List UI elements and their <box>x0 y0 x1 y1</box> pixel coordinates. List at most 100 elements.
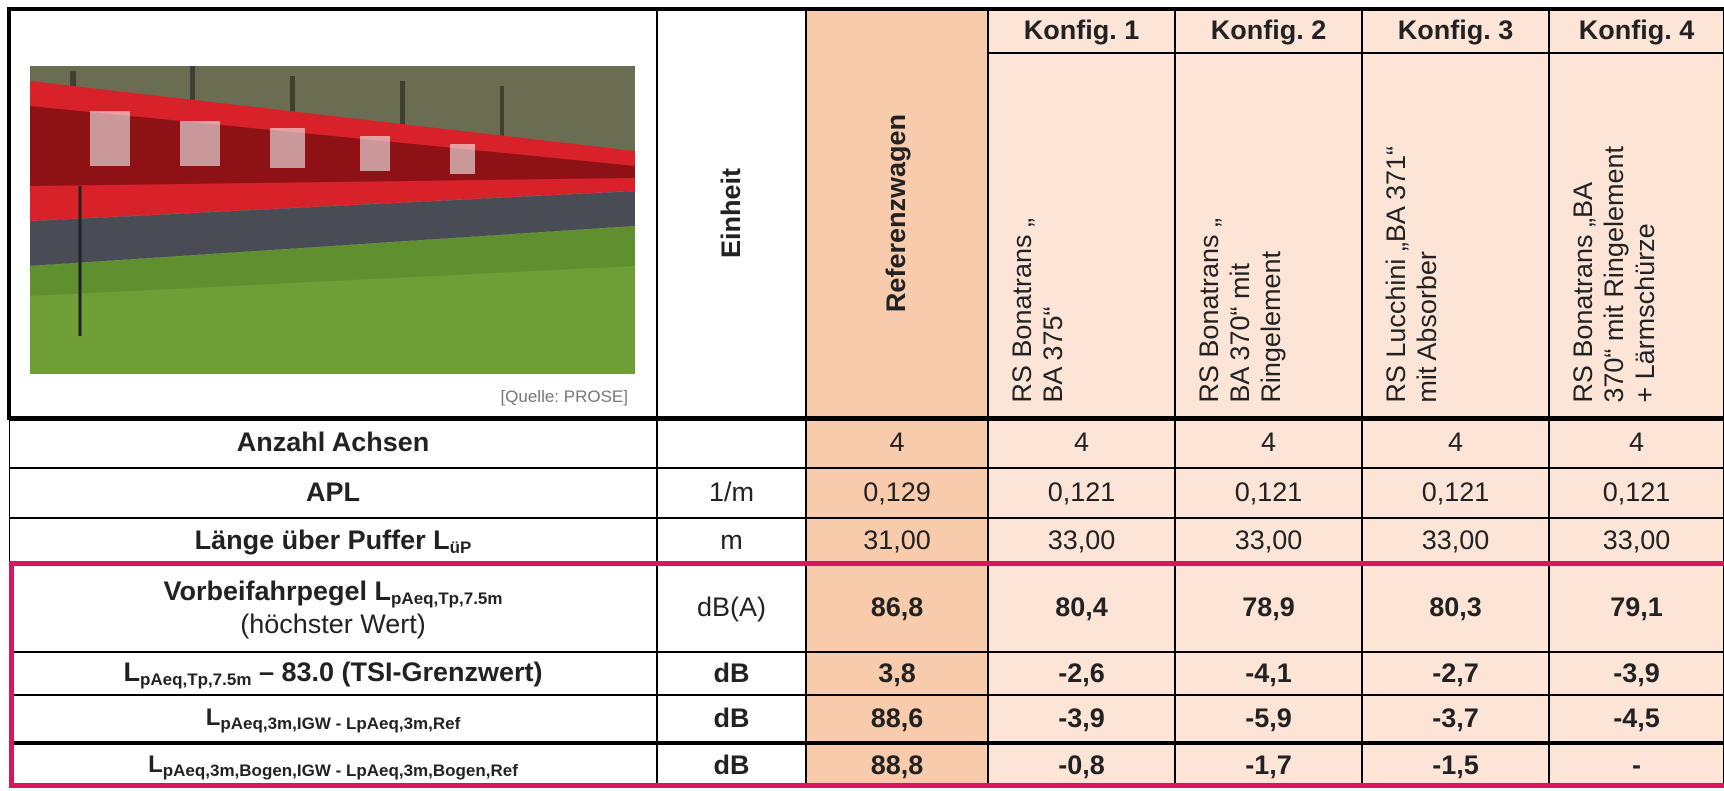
row-label: LpAeq,3m,IGW - LpAeq,3m,Ref <box>9 695 657 743</box>
label-subscript: pAeq,3m,Bogen,IGW - LpAeq,3m,Bogen,Ref <box>162 760 518 780</box>
value-cell: 0,121 <box>1362 468 1549 518</box>
value-text: -0,8 <box>1058 749 1105 780</box>
description-line: 370“ mit Ringelement <box>1599 146 1630 403</box>
value-text: 0,129 <box>863 477 931 508</box>
description-line: + Lärmschürze <box>1630 223 1661 403</box>
label-text: L <box>148 750 163 778</box>
row-label: APL <box>9 468 657 518</box>
row-label-line: LpAeq,3m,Bogen,IGW - LpAeq,3m,Bogen,Ref <box>148 751 518 781</box>
value-cell: -2,6 <box>988 652 1175 695</box>
reference-header-text: Referenzwagen <box>881 114 912 313</box>
row-unit: dB(A) <box>657 564 806 652</box>
row-label: Länge über Puffer LüP <box>9 518 657 564</box>
value-cell: 31,00 <box>806 518 988 564</box>
value-text: 4 <box>1447 427 1464 458</box>
row-unit <box>657 418 806 468</box>
value-text: -1,5 <box>1432 749 1479 780</box>
value-cell: 33,00 <box>1549 518 1724 564</box>
value-text: -4,1 <box>1245 657 1292 688</box>
reference-header: Referenzwagen <box>806 9 988 418</box>
value-text: 31,00 <box>863 525 931 556</box>
label-text: L <box>123 657 140 688</box>
value-cell: -0,8 <box>988 743 1175 788</box>
row-note: (höchster Wert) <box>240 608 426 639</box>
config-description-wrap: RS Bonatrans „ BA 370“ mit Ringelement <box>1194 218 1287 403</box>
highlight-box <box>9 561 1724 788</box>
row-label: Anzahl Achsen <box>9 418 657 468</box>
description-line: RS Bonatrans „BA <box>1568 182 1598 403</box>
value-cell: - <box>1549 743 1724 788</box>
value-cell: -2,7 <box>1362 652 1549 695</box>
value-text: 88,6 <box>870 703 924 734</box>
description-line: Ringelement <box>1256 251 1287 403</box>
config-name-text: Konfig. 4 <box>1578 15 1695 46</box>
photo <box>30 66 635 374</box>
value-text: 0,121 <box>1047 477 1116 508</box>
value-cell: 78,9 <box>1175 564 1362 652</box>
value-cell: 33,00 <box>1362 518 1549 564</box>
value-cell: 0,121 <box>1175 468 1362 518</box>
separator <box>9 416 1724 421</box>
config-description-wrap: RS Bonatrans „BA 370“ mit Ringelement + Lä… <box>1568 146 1661 403</box>
value-text: -3,9 <box>1058 703 1105 734</box>
config-name-text: Konfig. 3 <box>1397 15 1514 46</box>
config-name-text: Konfig. 1 <box>1023 15 1140 46</box>
unit-text: m <box>720 525 743 556</box>
value-text: 79,1 <box>1610 592 1663 623</box>
label-subscript: pAeq,Tp,7.5m <box>391 589 503 609</box>
config-name: Konfig. 3 <box>1362 9 1549 53</box>
label-subscript: üP <box>449 537 472 557</box>
value-cell: 4 <box>988 418 1175 468</box>
label-text: APL <box>306 477 360 508</box>
value-cell: 88,8 <box>806 743 988 788</box>
value-cell: 4 <box>1362 418 1549 468</box>
value-text: 88,8 <box>870 749 924 780</box>
value-text: 4 <box>1073 427 1090 458</box>
description-line: BA 375“ <box>1038 306 1069 403</box>
unit-header: Einheit <box>657 9 806 418</box>
value-cell: 4 <box>1175 418 1362 468</box>
row-unit: dB <box>657 652 806 695</box>
separator <box>9 741 1724 745</box>
unit-text: 1/m <box>708 477 754 508</box>
config-name: Konfig. 2 <box>1175 9 1362 53</box>
unit-header-text: Einheit <box>715 168 746 259</box>
value-text: 3,8 <box>878 657 916 688</box>
unit-text: dB <box>713 657 750 688</box>
row-label-wrap: LpAeq,3m,Bogen,IGW - LpAeq,3m,Bogen,Ref <box>148 751 518 781</box>
label-text: L <box>205 704 221 732</box>
value-cell: -3,9 <box>988 695 1175 743</box>
value-text: -2,7 <box>1432 657 1479 688</box>
row-label-wrap: Vorbeifahrpegel LpAeq,Tp,7.5m (höchster W… <box>163 576 502 640</box>
row-label: LpAeq,Tp,7.5m – 83.0 (TSI-Grenzwert) <box>9 652 657 695</box>
value-cell: 33,00 <box>1175 518 1362 564</box>
row-label-line: LpAeq,Tp,7.5m – 83.0 (TSI-Grenzwert) <box>123 657 542 690</box>
value-cell: -3,9 <box>1549 652 1724 695</box>
separator <box>9 7 1724 11</box>
value-cell: -5,9 <box>1175 695 1362 743</box>
value-text: 0,121 <box>1421 477 1490 508</box>
value-text: 78,9 <box>1242 592 1295 623</box>
config-description: RS Lucchini „BA 371“ mit Absorber <box>1362 53 1549 418</box>
row-unit: m <box>657 518 806 564</box>
value-text: -5,9 <box>1245 703 1292 734</box>
value-text: 33,00 <box>1047 525 1116 556</box>
value-text: 4 <box>889 427 905 458</box>
value-cell: 3,8 <box>806 652 988 695</box>
value-text: 33,00 <box>1602 525 1671 556</box>
row-label-line: Anzahl Achsen <box>237 427 430 458</box>
config-description: RS Bonatrans „ BA 375“ <box>988 53 1175 418</box>
photo-cell: [Quelle: PROSE] <box>9 9 657 418</box>
row-label-line: LpAeq,3m,IGW - LpAeq,3m,Ref <box>206 704 461 734</box>
value-cell: 80,3 <box>1362 564 1549 652</box>
value-cell: 33,00 <box>988 518 1175 564</box>
config-name-text: Konfig. 2 <box>1210 15 1327 46</box>
value-text: -2,6 <box>1058 657 1105 688</box>
reference-header-wrap: Referenzwagen <box>881 114 912 312</box>
row-label-line: Länge über Puffer LüP <box>195 525 472 558</box>
config-name: Konfig. 4 <box>1549 9 1724 53</box>
config-description: RS Bonatrans „ BA 370“ mit Ringelement <box>1175 53 1362 418</box>
value-text: 80,4 <box>1055 592 1108 623</box>
value-text: 33,00 <box>1234 525 1303 556</box>
